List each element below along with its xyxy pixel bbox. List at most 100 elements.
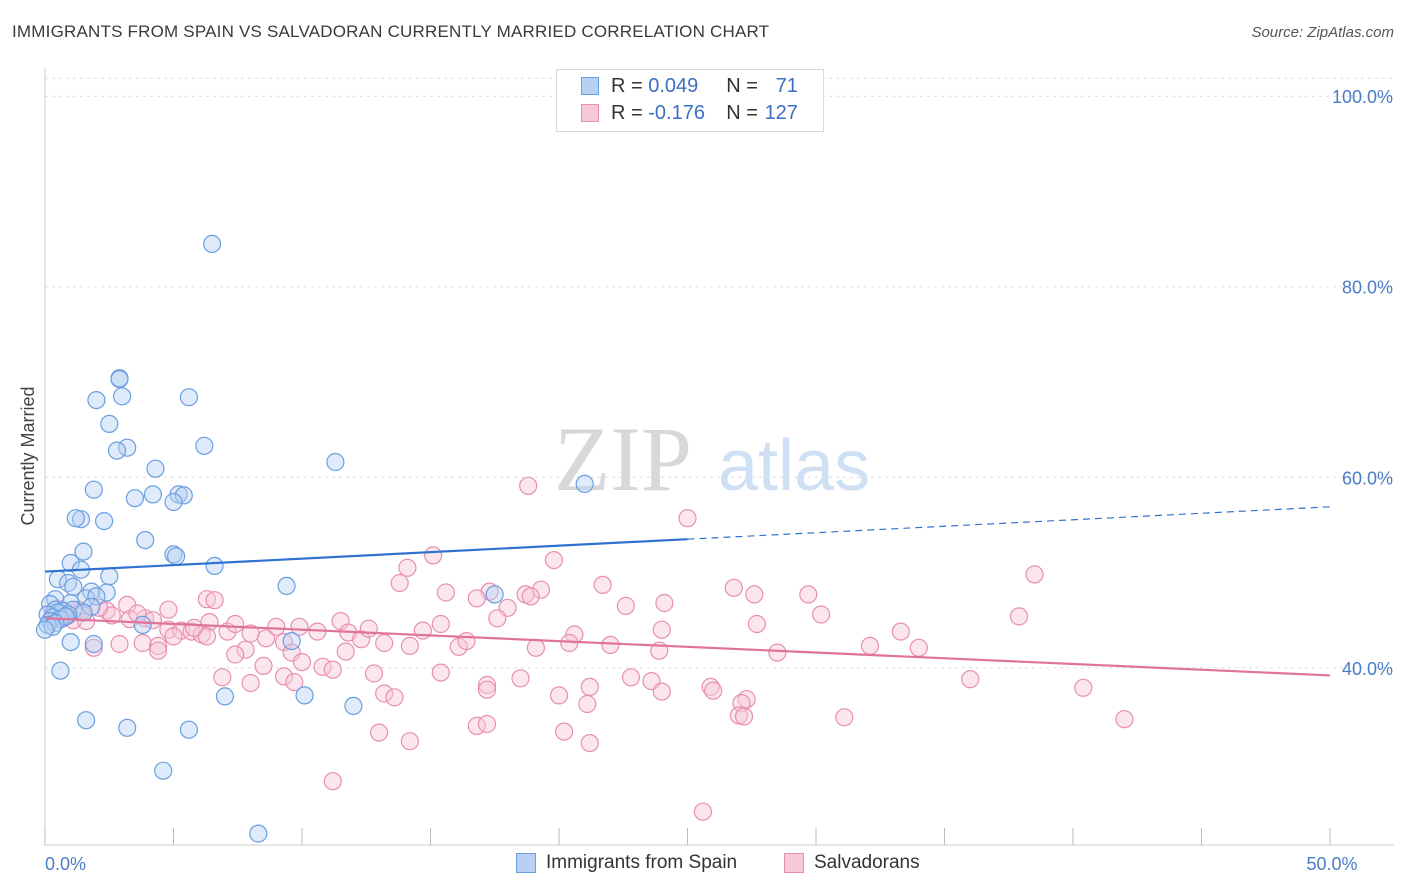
- point-salvadoran: [241, 673, 260, 693]
- trend-line-spain-extrapolated: [687, 506, 1331, 540]
- legend-swatch-pink: [581, 104, 599, 122]
- point-spain: [136, 530, 155, 550]
- point-spain: [110, 370, 129, 389]
- point-spain: [107, 441, 127, 460]
- point-salvadoran: [431, 663, 450, 682]
- point-salvadoran: [323, 660, 342, 679]
- point-salvadoran: [197, 590, 216, 609]
- point-salvadoran: [521, 587, 540, 606]
- point-salvadoran: [457, 631, 476, 651]
- point-spain: [94, 511, 114, 531]
- point-salvadoran: [400, 636, 419, 656]
- point-salvadoran: [1115, 710, 1134, 729]
- x-tick-label: 50.0%: [1306, 854, 1357, 874]
- gridlines: [45, 77, 1394, 669]
- point-salvadoran: [274, 667, 294, 686]
- source-credit: Source: ZipAtlas.com: [1251, 24, 1394, 41]
- point-spain: [215, 687, 234, 706]
- point-spain: [143, 485, 162, 504]
- stats-legend: R = 0.049 N = 71 R = -0.176 N = 127: [556, 69, 824, 132]
- point-salvadoran: [236, 640, 255, 659]
- point-spain: [326, 452, 345, 472]
- point-spain: [118, 718, 137, 737]
- point-salvadoran: [336, 642, 355, 661]
- point-salvadoran: [799, 585, 818, 604]
- point-salvadoran: [652, 620, 671, 639]
- point-salvadoran: [398, 558, 417, 577]
- point-salvadoran: [616, 596, 635, 616]
- legend-item-label: Salvadorans: [814, 852, 920, 873]
- point-salvadoran: [400, 732, 419, 751]
- point-spain: [164, 492, 183, 512]
- point-salvadoran: [835, 708, 854, 727]
- point-spain: [97, 583, 116, 602]
- point-spain: [164, 545, 183, 564]
- point-salvadoran: [110, 634, 129, 654]
- series-legend: Immigrants from Spain Salvadorans: [0, 852, 1406, 878]
- point-salvadoran: [678, 509, 697, 528]
- point-salvadoran: [544, 550, 564, 570]
- point-salvadoran: [385, 688, 404, 707]
- point-salvadoran: [424, 546, 443, 565]
- legend-r-label: R =: [611, 74, 643, 97]
- point-salvadoran: [745, 585, 764, 604]
- point-salvadoran: [164, 627, 183, 646]
- point-spain: [125, 489, 144, 508]
- legend-swatch-blue: [581, 77, 599, 95]
- point-salvadoran: [370, 723, 389, 742]
- point-salvadoran: [390, 573, 409, 593]
- legend-item-spain[interactable]: Immigrants from Spain: [516, 852, 737, 874]
- point-spain: [71, 510, 91, 529]
- watermark-atlas: atlas: [718, 426, 870, 506]
- point-salvadoran: [436, 583, 455, 602]
- point-salvadoran: [213, 668, 232, 687]
- point-salvadoran: [254, 656, 273, 676]
- point-salvadoran: [323, 772, 342, 791]
- point-salvadoran: [226, 645, 245, 664]
- legend-n-value: 71: [775, 74, 798, 97]
- legend-n-value: 127: [764, 101, 798, 124]
- point-spain: [84, 634, 103, 654]
- point-salvadoran: [511, 669, 530, 688]
- point-spain: [249, 824, 268, 843]
- legend-n-label: N =: [726, 101, 758, 124]
- point-salvadoran: [526, 638, 546, 657]
- point-spain: [277, 576, 296, 596]
- point-salvadoran: [860, 636, 880, 656]
- point-salvadoran: [724, 578, 743, 597]
- chart-title: IMMIGRANTS FROM SPAIN VS SALVADORAN CURR…: [12, 22, 770, 41]
- point-spain: [51, 661, 70, 680]
- point-salvadoran: [652, 682, 671, 701]
- point-spain: [133, 615, 152, 635]
- point-spain: [174, 486, 193, 505]
- point-salvadoran: [431, 614, 450, 634]
- point-salvadoran: [143, 611, 162, 630]
- point-salvadoran: [1025, 565, 1044, 584]
- point-salvadoran: [133, 633, 152, 653]
- point-salvadoran: [290, 617, 309, 636]
- trend-line-spain: [44, 538, 688, 573]
- point-salvadoran: [560, 633, 579, 653]
- point-salvadoran: [1009, 607, 1029, 626]
- legend-r-value: -0.176: [648, 101, 705, 124]
- legend-r-value: 0.049: [648, 74, 699, 97]
- point-spain: [146, 459, 165, 478]
- point-salvadoran: [811, 605, 831, 624]
- point-salvadoran: [477, 675, 497, 695]
- point-salvadoran: [267, 617, 286, 636]
- legend-item-label: Immigrants from Spain: [546, 852, 738, 873]
- point-spain: [203, 234, 222, 253]
- point-spain: [205, 556, 224, 576]
- legend-row-salvadorans: R = -0.176 N = 127: [581, 100, 798, 126]
- point-spain: [61, 553, 80, 573]
- point-salvadoran: [149, 641, 168, 660]
- point-salvadoran: [149, 636, 168, 656]
- point-salvadoran: [734, 707, 754, 726]
- legend-item-salvadorans[interactable]: Salvadorans: [784, 852, 920, 874]
- legend-swatch-pink: [784, 853, 804, 873]
- point-salvadoran: [693, 802, 713, 821]
- point-spain: [575, 474, 594, 493]
- point-salvadoran: [364, 664, 384, 683]
- point-salvadoran: [205, 591, 224, 610]
